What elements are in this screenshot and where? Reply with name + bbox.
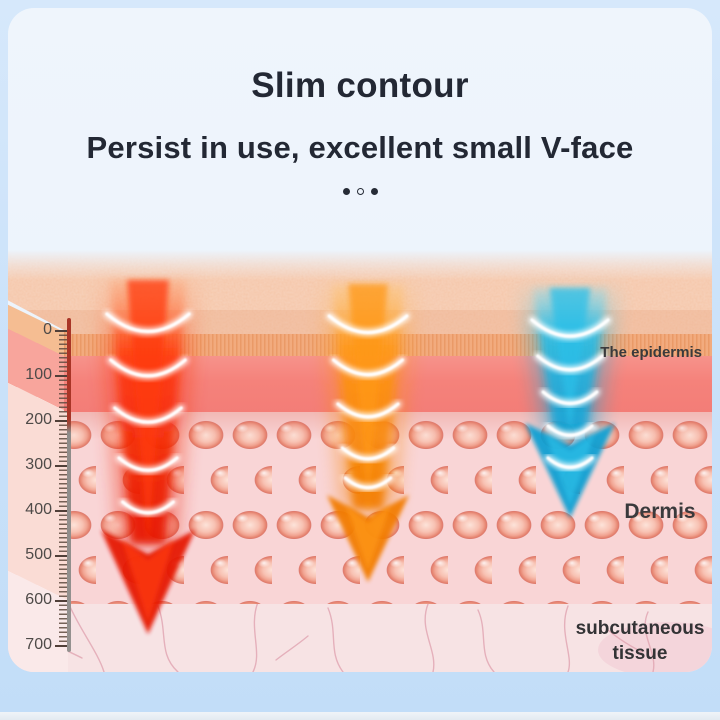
dermis-layer [8, 412, 712, 604]
label-subcutaneous: subcutaneous tissue [564, 616, 712, 666]
ruler-label-0: 0 [43, 321, 52, 338]
label-dermis: Dermis [624, 500, 696, 523]
carousel-dot-hollow[interactable] [356, 188, 364, 195]
ruler-line [67, 318, 71, 652]
skin-cross-section-diagram: 0 100 200 300 400 500 600 700 [8, 250, 712, 672]
page-title: Slim contour [251, 66, 469, 105]
ruler-label-200: 200 [25, 411, 52, 428]
skin-surface-texture [8, 250, 712, 334]
label-subcutaneous-line1: subcutaneous [575, 618, 705, 639]
bottom-section-divider [0, 712, 720, 720]
ruler-label-700: 700 [25, 636, 52, 653]
ruler-label-400: 400 [25, 501, 52, 518]
label-epidermis: The epidermis [600, 344, 702, 361]
page-subtitle: Persist in use, excellent small V-face [86, 130, 634, 165]
ruler-label-600: 600 [25, 591, 52, 608]
ruler-label-500: 500 [25, 546, 52, 563]
ruler-label-300: 300 [25, 456, 52, 473]
content-card: Slim contour Persist in use, excellent s… [8, 8, 712, 672]
epidermis-band [64, 356, 712, 412]
carousel-dots [8, 188, 712, 195]
carousel-dot-filled[interactable] [342, 188, 350, 195]
carousel-dot-filled[interactable] [370, 188, 378, 195]
ruler-label-100: 100 [25, 366, 52, 383]
ruler-major-ticks [55, 330, 67, 648]
label-subcutaneous-line2: tissue [612, 643, 668, 664]
